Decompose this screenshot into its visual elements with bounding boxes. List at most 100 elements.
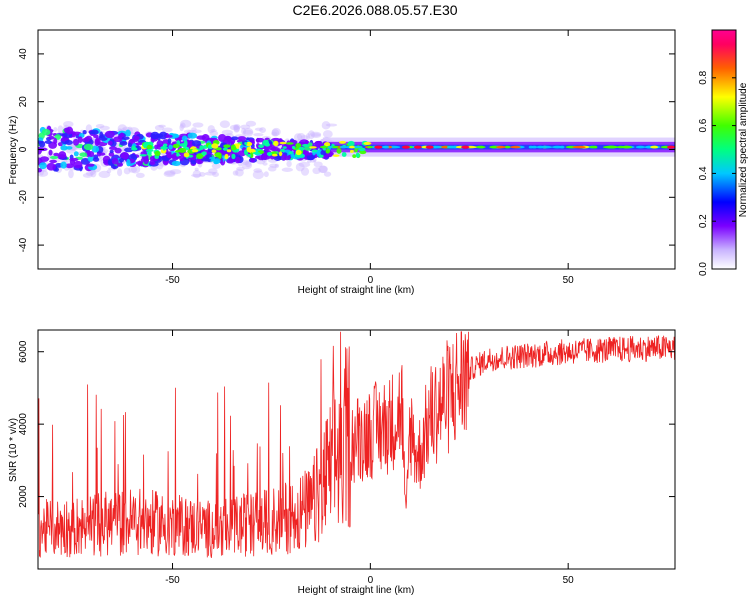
spectral-max [667, 145, 675, 149]
spectral-peak [536, 145, 545, 149]
spectral-peak [211, 149, 217, 153]
spectral-peak [645, 145, 652, 149]
spectral-peak [366, 145, 373, 149]
colorbar-ticks: 0.0 0.2 0.4 0.6 0.8 [698, 70, 736, 276]
spectral-peak [572, 145, 586, 149]
spectral-peak [363, 141, 372, 145]
spectral-peak [339, 145, 348, 149]
spectral-peak [347, 140, 355, 147]
spectral-haze [128, 166, 138, 173]
spectral-peak [213, 159, 219, 165]
spectral-peak [504, 145, 511, 149]
spectral-peak [244, 141, 248, 145]
spectral-peak [230, 136, 239, 141]
x-tick-label: 50 [563, 575, 575, 586]
spectral-haze [164, 170, 176, 176]
spectral-peak [339, 140, 347, 144]
spectral-peak [336, 147, 342, 154]
spectral-peak [116, 162, 124, 167]
spectral-haze [192, 129, 202, 134]
y-tick-label: -40 [18, 237, 29, 252]
spectral-peak [285, 142, 294, 145]
spectral-haze [241, 161, 253, 170]
spectral-haze [269, 163, 278, 168]
spectral-haze [233, 125, 240, 132]
x-tick-label: 50 [563, 275, 575, 286]
spectral-peak [99, 152, 106, 156]
spectral-haze [322, 130, 333, 139]
spectral-max [425, 145, 434, 149]
spectral-peak [279, 141, 287, 145]
spectral-peak [531, 145, 537, 149]
spectral-peak [309, 146, 317, 149]
spectral-peak [183, 140, 188, 147]
spectral-peak [270, 146, 280, 152]
x-tick-label: -50 [165, 275, 180, 286]
spectral-peak [53, 137, 58, 145]
spectral-peak [352, 154, 357, 158]
spectral-haze [63, 120, 74, 128]
spectral-peak [167, 138, 172, 144]
spectral-peak [234, 156, 241, 164]
spectral-peak [109, 146, 118, 151]
spectral-peak [171, 160, 181, 166]
spectral-haze [323, 171, 332, 177]
spectral-haze [162, 127, 173, 133]
spectral-haze [271, 129, 280, 137]
spectral-haze [183, 129, 194, 134]
spectrogram-marks [38, 119, 675, 180]
y-tick-label: -20 [18, 190, 29, 205]
spectral-peak [131, 147, 138, 151]
spectral-haze [208, 168, 218, 174]
spectral-peak [250, 158, 255, 163]
spectral-peak [73, 151, 79, 157]
spectral-peak [226, 158, 234, 164]
spectral-peak [82, 130, 87, 135]
spectral-peak [38, 167, 42, 173]
spectral-peak [129, 138, 140, 143]
spectral-haze [117, 168, 123, 177]
colorbar-tick-label: 0.6 [698, 118, 709, 132]
spectral-peak [158, 131, 168, 140]
spectral-peak [49, 159, 58, 164]
spectral-peak [80, 158, 91, 165]
spectral-haze [233, 124, 241, 130]
snr-series-line [38, 331, 675, 558]
spectral-haze [106, 169, 112, 174]
colorbar-tick-label: 0.0 [698, 262, 709, 276]
spectral-peak [121, 136, 130, 140]
spectral-peak [86, 150, 91, 157]
spectral-peak [65, 126, 74, 135]
spectral-haze [300, 167, 310, 176]
spectral-haze [180, 122, 186, 129]
spectral-peak [60, 145, 68, 151]
spectral-peak [319, 145, 329, 149]
spectral-peak [288, 151, 293, 155]
colorbar-tick-label: 0.8 [698, 70, 709, 84]
spectral-haze [241, 127, 246, 135]
spectral-peak [650, 145, 658, 149]
spectral-haze [99, 125, 110, 131]
spectral-haze [240, 124, 251, 130]
spectral-peak [154, 150, 161, 157]
spectral-haze [310, 133, 322, 138]
spectral-max [413, 145, 422, 149]
spectral-peak [354, 147, 358, 153]
spectral-haze [245, 160, 252, 168]
colorbar-label: Normalized spectral amplitude [738, 82, 749, 217]
x-tick-label: 0 [368, 275, 374, 286]
spectral-haze [286, 160, 292, 168]
spectral-peak [359, 150, 367, 155]
spectral-haze [123, 167, 131, 175]
spectral-peak [446, 145, 456, 149]
spectral-peak [176, 152, 180, 157]
spectral-peak [256, 137, 260, 143]
spectrogram-xlabel: Height of straight line (km) [298, 285, 415, 296]
spectral-peak [559, 145, 565, 149]
spectral-peak [332, 154, 340, 157]
spectral-peak [109, 149, 114, 154]
spectral-peak [280, 148, 286, 153]
chart-title: C2E6.2026.088.05.57.E30 [292, 2, 458, 18]
spectral-haze [312, 167, 321, 175]
spectral-haze [267, 166, 277, 172]
